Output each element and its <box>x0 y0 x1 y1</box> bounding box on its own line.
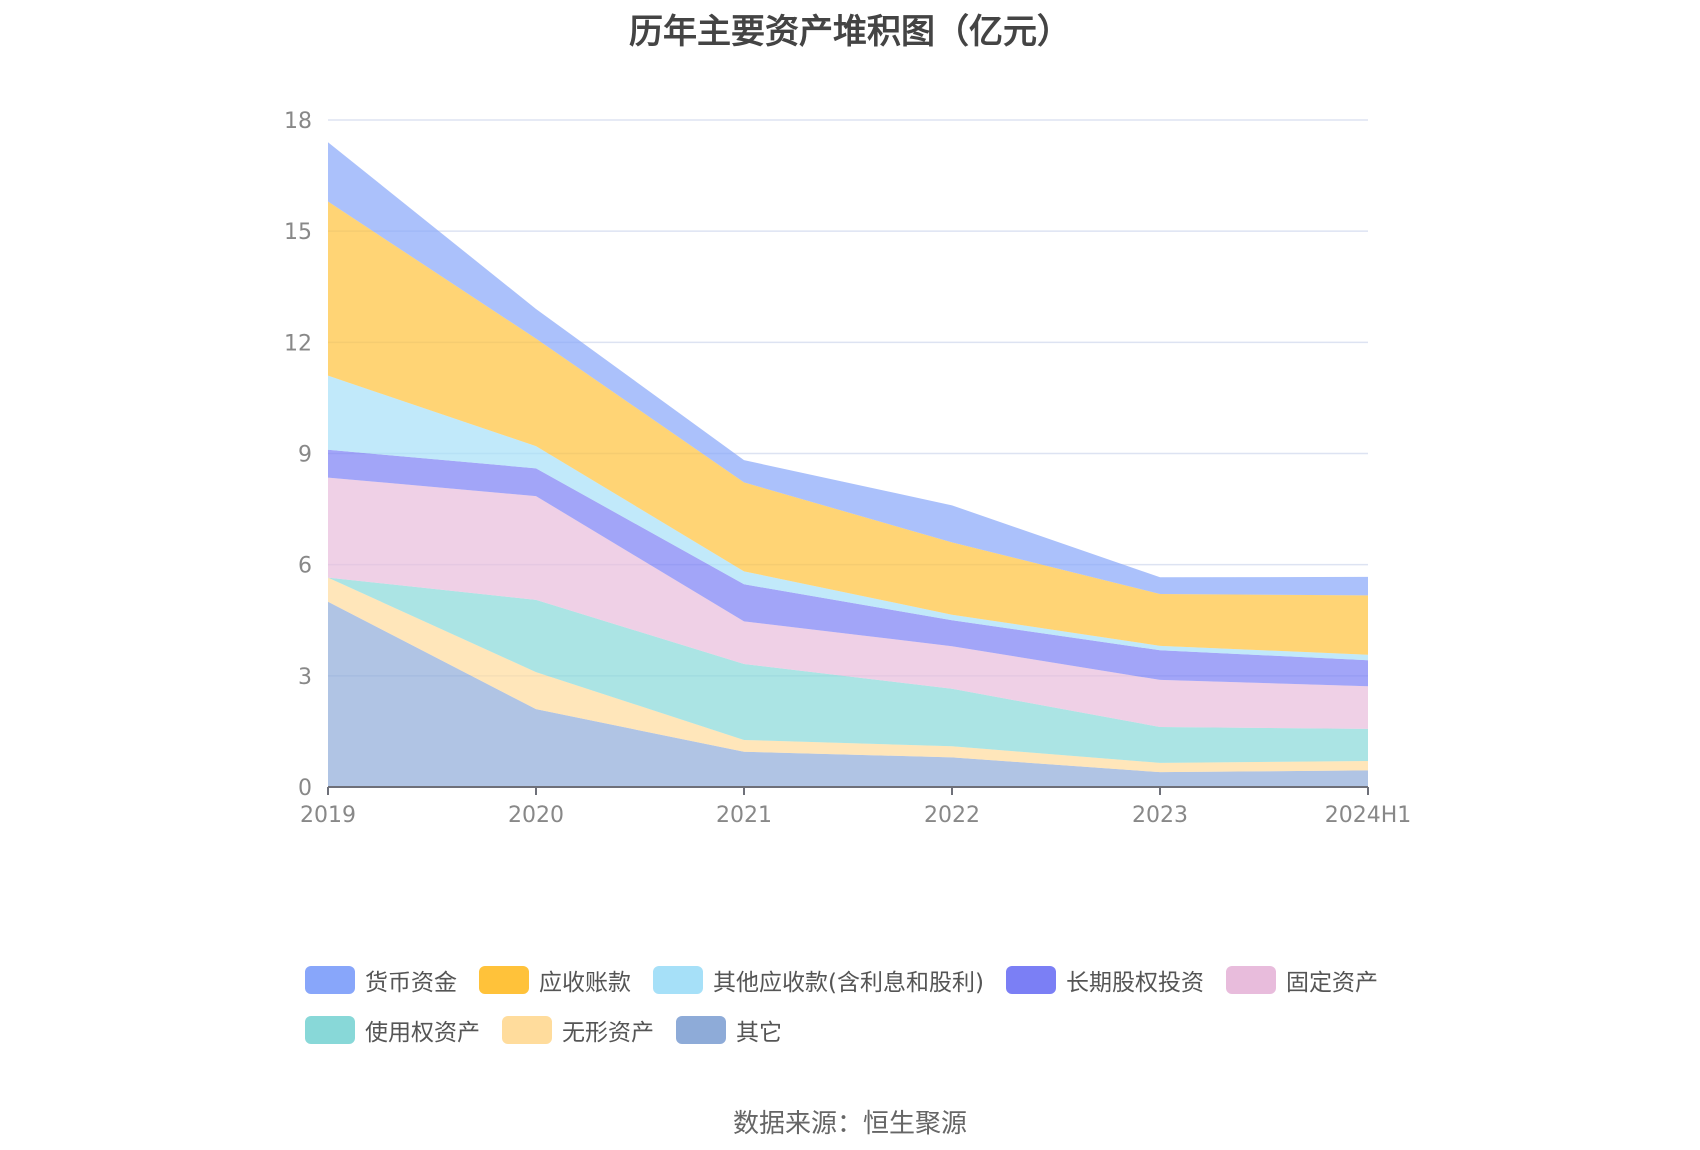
chart-title: 历年主要资产堆积图（亿元） <box>629 12 1071 52</box>
source-note: 数据来源：恒生聚源 <box>732 1109 967 1139</box>
legend-item[interactable]: 固定资产 <box>1225 963 1378 997</box>
legend-row: 货币资金 应收账款 其他应收款(含利息和股利) 长期股权投资 固定资产 <box>305 955 1455 1005</box>
series-area-其它 <box>328 601 1368 787</box>
legend-label: 其他应收款(含利息和股利) <box>713 970 984 996</box>
legend-swatch <box>502 1016 552 1044</box>
x-tick-label: 2020 <box>508 803 564 828</box>
x-tick-label: 2021 <box>716 803 772 828</box>
legend-label: 其它 <box>736 1020 782 1046</box>
legend-label: 固定资产 <box>1285 970 1378 996</box>
x-tick-label: 2024H1 <box>1325 803 1412 828</box>
legend-swatch <box>1005 966 1056 994</box>
x-tick-label: 2022 <box>924 803 980 828</box>
y-tick-label: 6 <box>298 554 312 579</box>
legend-item[interactable]: 其他应收款(含利息和股利) <box>653 963 984 997</box>
y-tick-label: 9 <box>298 443 312 468</box>
y-tick-label: 12 <box>284 331 312 356</box>
legend-row: 使用权资产 无形资产 其它 <box>305 1005 1455 1055</box>
series-area-固定资产 <box>328 477 1368 729</box>
series-area-无形资产 <box>328 577 1368 773</box>
series-area-货币资金 <box>328 142 1368 596</box>
legend-swatch <box>676 1016 726 1044</box>
y-tick-label: 3 <box>298 665 312 690</box>
legend-item[interactable]: 其它 <box>676 1013 782 1047</box>
series-area-长期股权投资 <box>328 449 1368 687</box>
legend: 货币资金 应收账款 其他应收款(含利息和股利) 长期股权投资 固定资产 使用权资产 无形资… <box>305 955 1455 1055</box>
legend-label: 应收账款 <box>539 970 631 996</box>
y-tick-label: 0 <box>298 776 312 801</box>
legend-swatch <box>1225 966 1276 994</box>
x-tick-label: 2023 <box>1132 803 1188 828</box>
axes: 0 3 6 9 12 15 18 2019 2020 2021 2022 2023 2024H1 <box>284 109 1411 828</box>
y-tick-label: 15 <box>284 220 312 245</box>
legend-label: 使用权资产 <box>365 1020 480 1046</box>
series-area-使用权资产 <box>328 577 1368 763</box>
x-tick-label: 2019 <box>300 803 356 828</box>
legend-swatch <box>305 966 355 994</box>
legend-item[interactable]: 无形资产 <box>502 1013 654 1047</box>
series-area-应收账款 <box>328 201 1368 655</box>
area-series <box>328 142 1368 787</box>
legend-label: 无形资产 <box>562 1020 654 1046</box>
legend-item[interactable]: 应收账款 <box>479 963 631 997</box>
legend-swatch <box>653 966 703 994</box>
legend-item[interactable]: 长期股权投资 <box>1005 963 1204 997</box>
y-tick-label: 18 <box>284 109 312 134</box>
legend-swatch <box>305 1016 355 1044</box>
legend-label: 货币资金 <box>365 970 457 996</box>
legend-item[interactable]: 货币资金 <box>305 963 457 997</box>
legend-swatch <box>479 966 529 994</box>
legend-item[interactable]: 使用权资产 <box>305 1013 480 1047</box>
legend-label: 长期股权投资 <box>1065 970 1204 996</box>
